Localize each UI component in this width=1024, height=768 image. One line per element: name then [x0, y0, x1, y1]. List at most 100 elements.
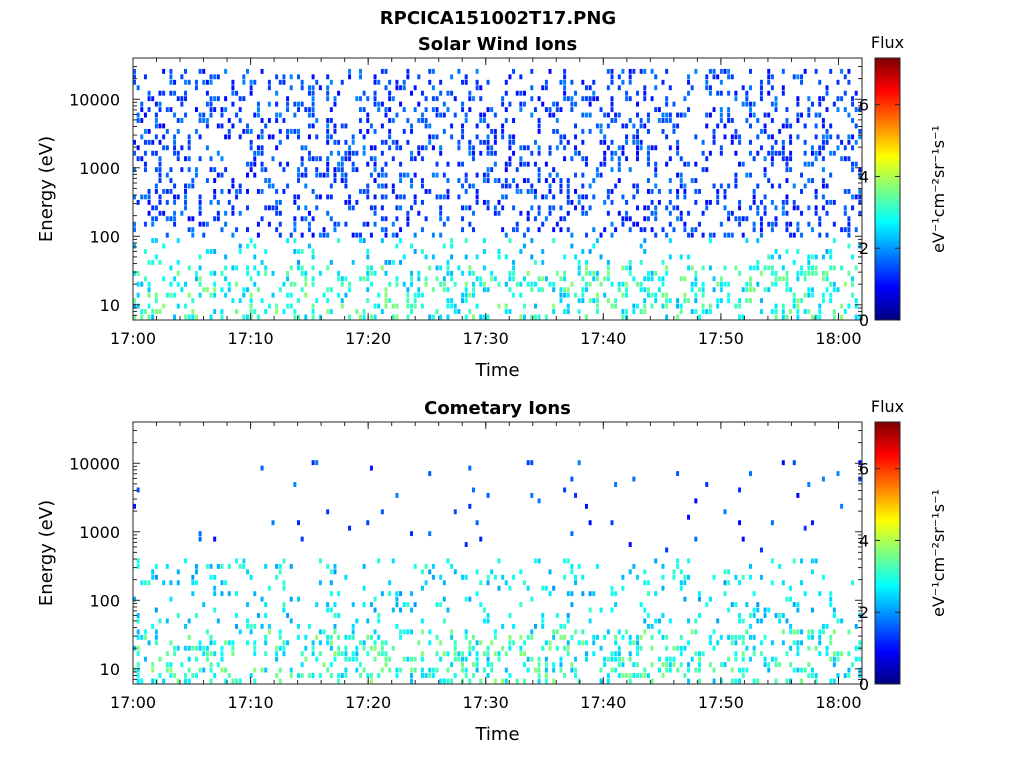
heatmap-cell — [825, 249, 829, 254]
heatmap-cell — [599, 645, 603, 651]
heatmap-cell — [209, 270, 213, 276]
heatmap-cell — [395, 591, 399, 597]
heatmap-cell — [322, 292, 326, 298]
heatmap-cell — [282, 74, 286, 80]
heatmap-cell — [566, 558, 570, 564]
heatmap-cell — [224, 678, 228, 684]
heatmap-cell — [541, 221, 545, 227]
heatmap-cell — [420, 183, 424, 189]
heatmap-cell — [406, 216, 410, 222]
heatmap-cell — [752, 199, 756, 205]
heatmap-cell — [563, 156, 567, 162]
heatmap-cell — [373, 96, 377, 102]
heatmap-cell — [694, 536, 698, 542]
colorbar-label: eV⁻¹cm⁻²sr⁻¹s⁻¹ — [929, 125, 948, 253]
heatmap-cell — [260, 150, 264, 156]
heatmap-cell — [176, 156, 180, 162]
heatmap-cell — [435, 107, 439, 113]
heatmap-cell — [789, 678, 793, 684]
heatmap-cell — [625, 281, 629, 287]
heatmap-cell — [599, 667, 603, 673]
heatmap-cell — [628, 74, 632, 80]
heatmap-cell — [260, 189, 264, 194]
heatmap-cell — [592, 651, 596, 657]
heatmap-cell — [814, 270, 818, 276]
heatmap-cell — [512, 574, 516, 580]
heatmap-cell — [191, 574, 195, 580]
heatmap-cell — [840, 314, 844, 320]
heatmap-cell — [267, 79, 271, 85]
heatmap-cell — [158, 178, 162, 183]
heatmap-cell — [523, 303, 526, 309]
heatmap-cell — [563, 634, 567, 640]
heatmap-cell — [577, 678, 581, 684]
heatmap-cell — [533, 139, 537, 145]
heatmap-cell — [391, 189, 395, 194]
heatmap-cell — [632, 68, 636, 74]
heatmap-cell — [220, 309, 224, 314]
heatmap-cell — [256, 150, 260, 156]
heatmap-cell — [577, 150, 581, 156]
heatmap-cell — [256, 189, 260, 194]
heatmap-cell — [581, 640, 585, 646]
heatmap-cell — [315, 134, 319, 140]
heatmap-cell — [194, 107, 198, 113]
heatmap-cell — [165, 618, 169, 624]
heatmap-cell — [464, 238, 468, 244]
figure-title: RPCICA151002T17.PNG — [380, 8, 616, 29]
heatmap-cell — [617, 645, 621, 651]
heatmap-cell — [548, 569, 552, 575]
heatmap-cell — [723, 569, 727, 575]
heatmap-cell — [351, 656, 355, 662]
heatmap-cell — [136, 613, 140, 618]
heatmap-cell — [384, 298, 388, 304]
heatmap-cell — [369, 205, 373, 211]
heatmap-cell — [606, 673, 610, 678]
heatmap-cell — [468, 651, 472, 657]
y-tick-label: 100 — [89, 591, 120, 610]
heatmap-cell — [198, 210, 202, 216]
heatmap-cell — [628, 640, 632, 646]
heatmap-cell — [832, 613, 836, 618]
heatmap-cell — [242, 79, 246, 85]
heatmap-cell — [318, 172, 322, 178]
heatmap-cell — [373, 167, 377, 173]
heatmap-cell — [450, 254, 454, 260]
heatmap-cell — [730, 667, 734, 673]
heatmap-cell — [727, 74, 731, 80]
heatmap-cell — [340, 673, 344, 678]
heatmap-cell — [825, 276, 829, 282]
heatmap-cell — [832, 678, 836, 684]
heatmap-cell — [399, 667, 403, 673]
heatmap-cell — [778, 150, 782, 156]
heatmap-cell — [315, 167, 319, 173]
heatmap-cell — [617, 629, 621, 635]
heatmap-cell — [297, 314, 301, 320]
heatmap-cell — [581, 128, 585, 134]
heatmap-cell — [570, 667, 574, 673]
heatmap-cell — [789, 596, 793, 602]
heatmap-cell — [307, 227, 311, 233]
heatmap-cell — [165, 145, 169, 151]
heatmap-cell — [176, 270, 180, 276]
heatmap-cell — [351, 139, 355, 145]
heatmap-cell — [133, 74, 136, 80]
heatmap-cell — [417, 118, 421, 123]
heatmap-cell — [803, 68, 807, 74]
heatmap-cell — [533, 623, 537, 629]
heatmap-cell — [504, 667, 508, 673]
heatmap-cell — [836, 287, 840, 293]
colorbar-tick-label: 2 — [859, 603, 869, 622]
heatmap-cell — [621, 123, 625, 129]
heatmap-cell — [358, 673, 362, 678]
heatmap-cell — [373, 178, 377, 183]
heatmap-cell — [683, 292, 687, 298]
heatmap-cell — [851, 118, 855, 123]
heatmap-cell — [464, 254, 468, 260]
heatmap-cell — [803, 123, 807, 129]
heatmap-cell — [424, 254, 428, 260]
heatmap-cell — [249, 623, 253, 629]
heatmap-cell — [526, 460, 530, 466]
heatmap-cell — [851, 580, 855, 586]
heatmap-cell — [727, 68, 731, 74]
